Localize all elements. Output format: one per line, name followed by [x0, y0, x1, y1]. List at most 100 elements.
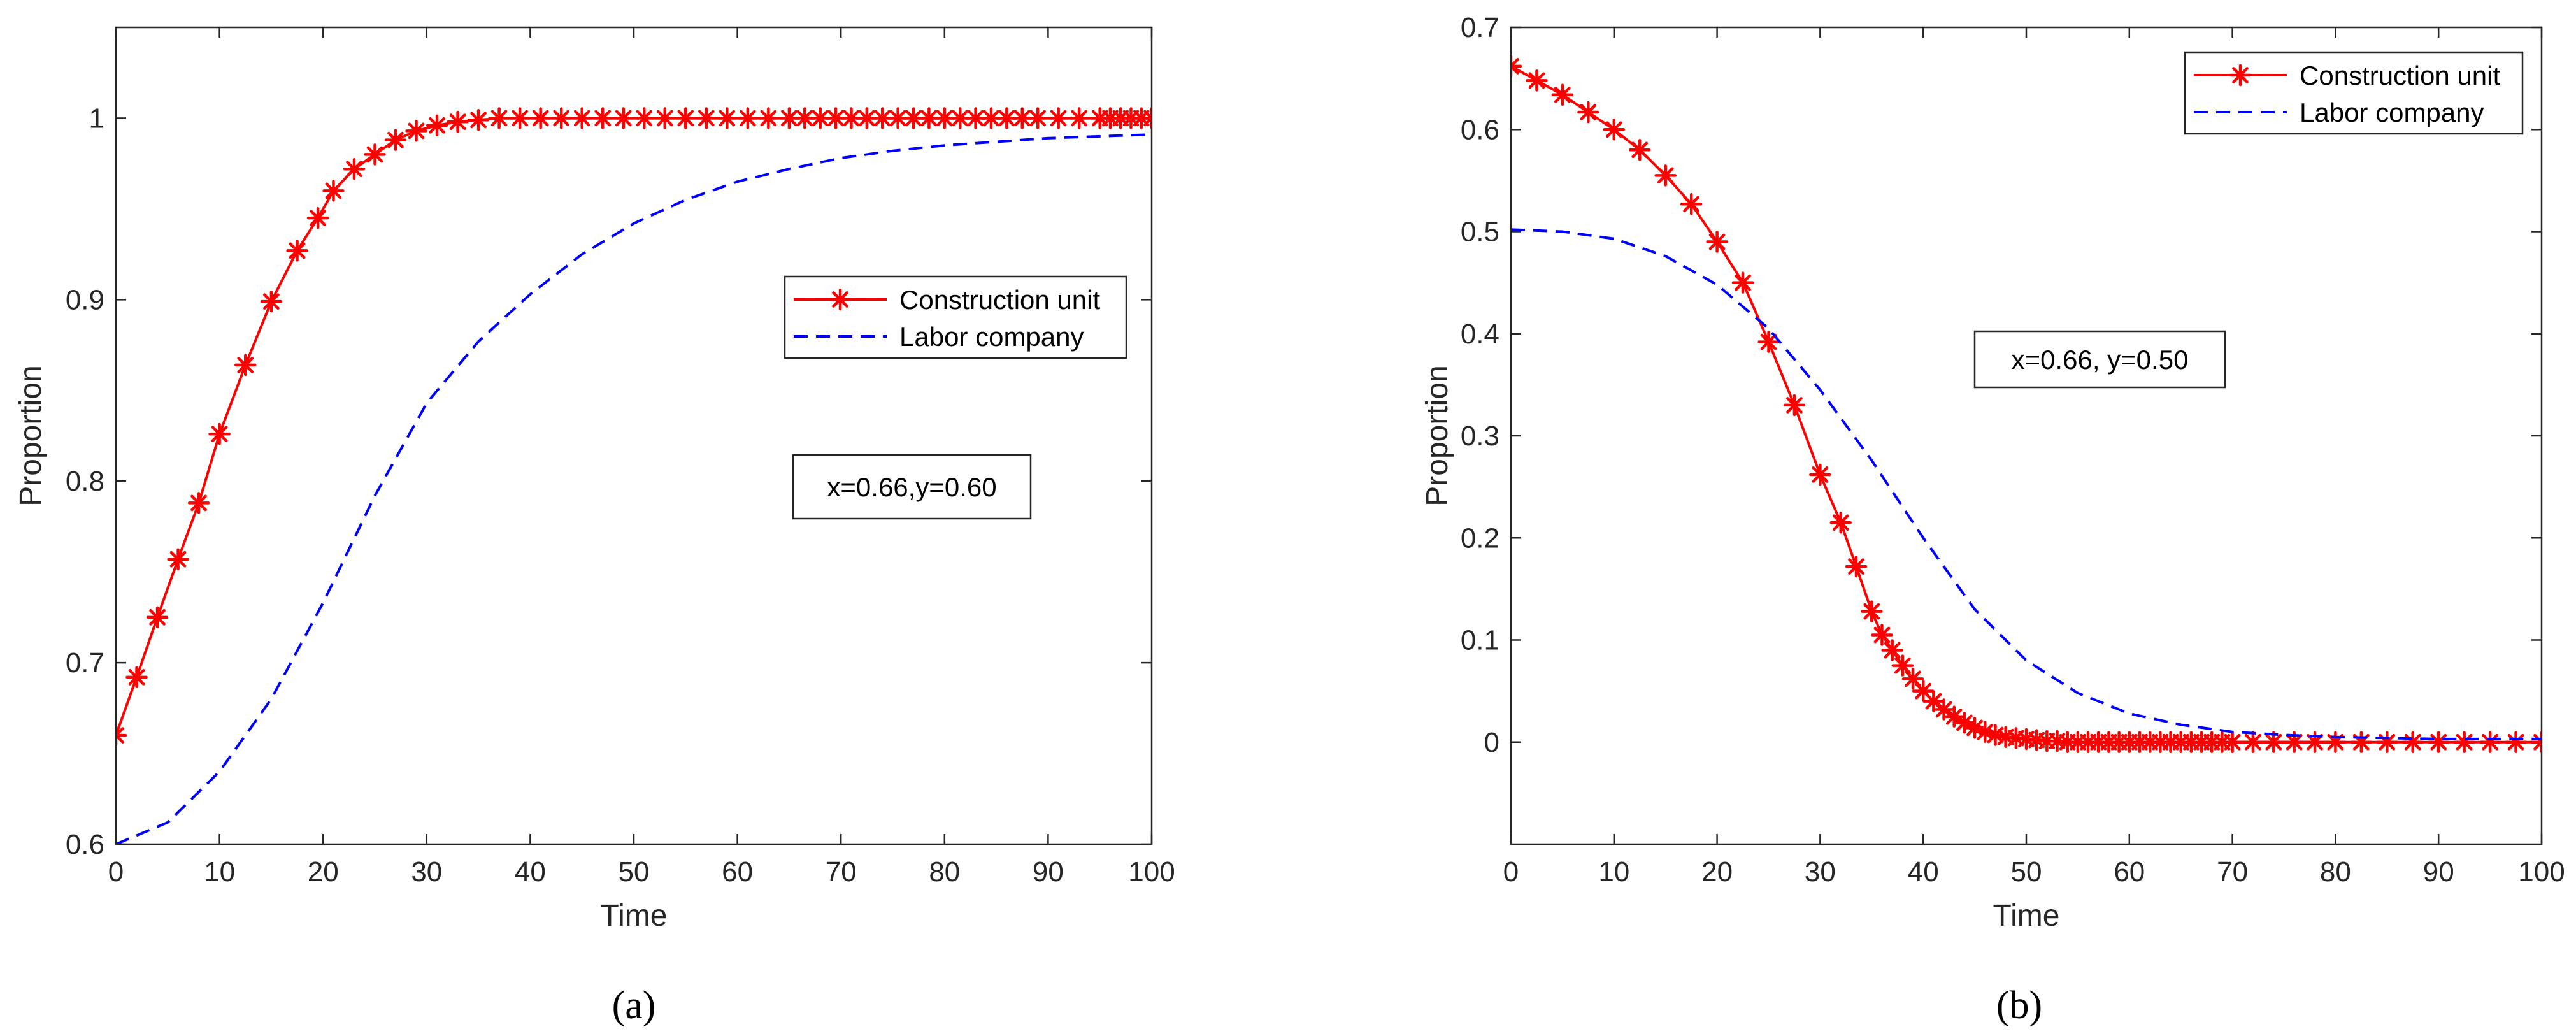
chart-0-series-0-point-36: [840, 107, 862, 129]
chart-1-series-0-point-53: [2283, 731, 2305, 753]
chart-0-series-0-point-5: [208, 422, 231, 445]
chart-0-xtick-label-7: 70: [826, 856, 857, 888]
chart-0-series-0-point-25: [633, 107, 655, 129]
chart-0-series-0-point-44: [964, 107, 987, 129]
chart-1-series-0-point-50: [2221, 731, 2243, 753]
chart-1-ytick-label-1: 0.1: [1461, 625, 1499, 656]
chart-1-series-0-point-1: [1526, 69, 1548, 92]
chart-1-series-0-point-18: [1891, 654, 1914, 677]
chart-0-series-0-point-46: [996, 107, 1018, 129]
chart-1-ytick-label-4: 0.4: [1461, 319, 1499, 350]
chart-0-legend: Construction unit Labor company: [784, 275, 1127, 359]
chart-0-ylabel: Proportion: [14, 365, 48, 506]
chart-0-xlabel: Time: [601, 899, 668, 933]
chart-0-series-0-point-7: [260, 290, 283, 313]
chart-1-series-0-point-9: [1731, 271, 1754, 294]
chart-1-series-0-point-21: [1922, 690, 1945, 712]
chart-1-legend-label-0: Construction unit: [2300, 61, 2500, 90]
chart-0-panel-label: (a): [612, 984, 656, 1027]
chart-0-ytick-label-3: 0.9: [66, 284, 104, 315]
chart-0-series-0-point-35: [824, 107, 847, 129]
chart-1-series-0-point-58: [2401, 731, 2424, 753]
chart-1-xtick-label-3: 30: [1805, 856, 1836, 888]
chart-1-panel-label: (b): [1996, 984, 2042, 1027]
chart-0-series-group: [116, 107, 1152, 844]
chart-1-ytick-label-0: 0: [1484, 727, 1499, 758]
chart-1-series-0-point-23: [1943, 705, 1965, 728]
chart-1-series-0-point-62: [2505, 731, 2527, 753]
chart-0-series-0-point-8: [286, 240, 308, 262]
chart-0-series-0-point-12: [364, 143, 386, 166]
chart-0-series-0-point-18: [488, 107, 510, 129]
chart-1-ytick-label-3: 0.3: [1461, 421, 1499, 452]
chart-0-series-0-point-14: [405, 120, 427, 142]
chart-1-series-0-point-26: [1974, 721, 1996, 743]
chart-0-series-0-point-22: [571, 107, 593, 129]
chart-0-ytick-label-1: 0.7: [66, 647, 104, 679]
chart-1-series-0-point-59: [2427, 731, 2450, 753]
chart-0-series-0-point-47: [1011, 107, 1033, 129]
chart-1-series-0-point-2: [1551, 83, 1574, 106]
chart-1-xtick-label-1: 10: [1598, 856, 1629, 888]
chart-0-xtick-label-2: 20: [308, 856, 339, 888]
chart-0-series-1-line: [116, 133, 1152, 844]
chart-1-series-group: [1511, 55, 2542, 753]
chart-0-legend-box: [784, 275, 1127, 359]
chart-1-series-0-point-15: [1861, 600, 1883, 622]
chart-0-ytick-label-2: 0.8: [66, 466, 104, 497]
chart-1-annotation: x=0.66, y=0.50: [1973, 330, 2226, 389]
chart-0-series-0-point-10: [322, 180, 345, 202]
chart-1-xlabel: Time: [1993, 899, 2060, 933]
chart-0-series-0-point-43: [948, 107, 971, 129]
chart-0-series-0-point-24: [612, 107, 634, 129]
chart-0-series-0-point-33: [794, 107, 816, 129]
chart-1-series-0-point-56: [2350, 731, 2373, 753]
chart-1-series-0-point-16: [1871, 624, 1893, 646]
chart-0-series-0-point-31: [757, 107, 780, 129]
chart-1-series-0-point-61: [2479, 731, 2501, 753]
chart-0-series-0-point-6: [234, 354, 257, 377]
chart-1-xtick-label-0: 0: [1503, 856, 1519, 888]
chart-0-legend-marker-0: [829, 288, 852, 311]
chart-0-ytick-label-4: 1: [89, 103, 104, 134]
chart-0-series-0-point-29: [716, 107, 738, 129]
chart-0-ytick-label-0: 0.6: [66, 829, 104, 860]
chart-0-series-0-point-37: [855, 107, 878, 129]
chart-1-xtick-label-2: 20: [1701, 856, 1733, 888]
chart-1-series-0-point-57: [2376, 731, 2398, 753]
chart-1-xtick-label-9: 90: [2423, 856, 2454, 888]
chart-0-annotation-text: x=0.66,y=0.60: [827, 472, 996, 502]
chart-0-xtick-label-6: 60: [722, 856, 753, 888]
chart-0-series-0-point-28: [695, 107, 718, 129]
chart-1-frame: [1510, 26, 2543, 845]
chart-0-series-0-point-50: [1068, 107, 1091, 129]
chart-0-series-0-point-16: [447, 110, 469, 133]
chart-1-series-0-point-25: [1963, 717, 1986, 739]
chart-0-series-0-point-4: [187, 492, 210, 514]
chart-0-xtick-label-10: 100: [1128, 856, 1175, 888]
chart-0-xtick-label-4: 40: [515, 856, 546, 888]
chart-0-xtick-label-3: 30: [411, 856, 442, 888]
chart-0-series-0-point-20: [529, 107, 552, 129]
chart-0-series-0-point-21: [550, 107, 573, 129]
chart-1-series-0-point-5: [1629, 139, 1651, 161]
chart-1-annotation-text: x=0.66, y=0.50: [2012, 345, 2189, 375]
chart-0-xtick-label-9: 90: [1033, 856, 1064, 888]
chart-0-xtick-label-1: 10: [204, 856, 235, 888]
chart-0-legend-label-1: Labor company: [899, 322, 1084, 352]
chart-1-series-0-point-24: [1953, 712, 1976, 734]
chart-1-annotation-box: [1973, 330, 2226, 389]
chart-1-series-0-point-17: [1881, 639, 1903, 661]
chart-0-xtick-label-8: 80: [929, 856, 960, 888]
chart-0-series-0-point-9: [306, 206, 329, 229]
chart-1-series-0-point-60: [2453, 731, 2475, 753]
chart-0-series-0-point-17: [467, 109, 490, 131]
chart-1-series-0-point-12: [1809, 463, 1831, 486]
chart-0-xtick-label-5: 50: [619, 856, 650, 888]
chart-0-series-0-point-27: [675, 107, 697, 129]
chart-1-series-0-point-10: [1757, 331, 1780, 353]
chart-1-series-0-point-27: [1984, 724, 2007, 746]
chart-0-series-0-point-45: [980, 107, 1003, 129]
chart-0-plot-area: [116, 27, 1152, 844]
chart-1-series-0-point-19: [1901, 668, 1924, 690]
